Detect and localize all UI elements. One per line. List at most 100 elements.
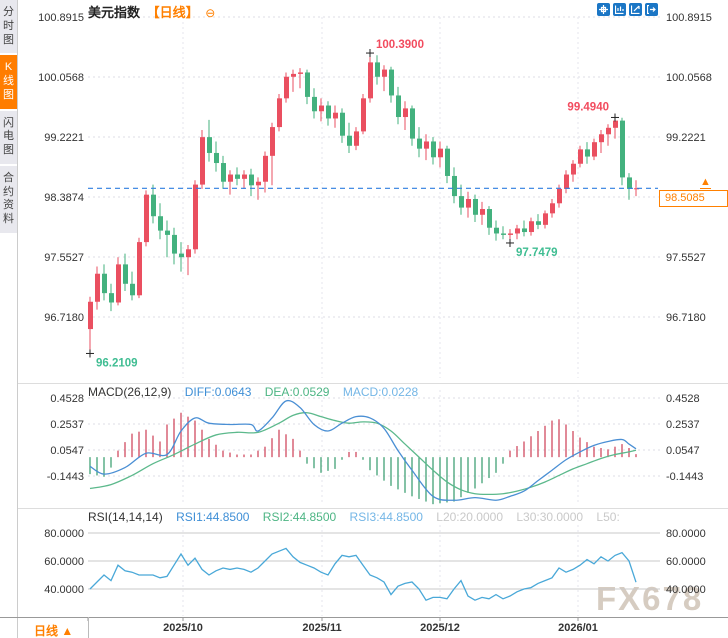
time-axis-label: 2025/12: [420, 622, 460, 634]
price-axis-label: 96.7180: [666, 312, 706, 324]
timebar-divider: [88, 617, 89, 638]
rsi-title: RSI(14,14,14): [88, 510, 163, 524]
candle: [151, 194, 156, 217]
candle: [144, 194, 149, 243]
candle: [389, 69, 394, 96]
circle-minus-icon[interactable]: ⊖: [205, 6, 216, 20]
candle: [627, 177, 632, 189]
candle: [606, 127, 611, 135]
macd-rsi-divider: [18, 508, 728, 509]
rsi3-value: RSI3:44.8500: [349, 510, 423, 524]
candle: [438, 148, 443, 158]
extreme-price-label: 100.3900: [376, 39, 424, 51]
macd-title: MACD(26,12,9): [88, 385, 172, 399]
candle: [95, 273, 100, 302]
candle: [102, 273, 107, 294]
candle: [410, 108, 415, 139]
rsi-l50-value: L50:: [596, 510, 620, 524]
candle: [403, 108, 408, 118]
extreme-price-label: 97.7479: [516, 247, 558, 259]
price-axis-label: 99.2221: [666, 132, 706, 144]
sidebar-item-kline-chart[interactable]: K线图: [0, 55, 17, 109]
candle: [620, 120, 625, 178]
candle: [494, 227, 499, 234]
macd-axis-label: -0.1443: [666, 471, 703, 483]
time-axis-line: [0, 617, 728, 618]
current-price-tag: 98.5085: [659, 190, 728, 207]
candle: [326, 105, 331, 119]
candle: [536, 221, 541, 225]
candle: [193, 184, 198, 250]
candle: [431, 141, 436, 158]
time-axis-label: 2025/11: [302, 622, 342, 634]
macd-axis-label: 0.2537: [666, 419, 700, 431]
macd-axis-label: 0.4528: [666, 393, 700, 405]
price-axis-label: 100.8915: [38, 12, 84, 24]
candle: [298, 72, 303, 74]
candle: [200, 137, 205, 185]
sidebar-item-time-chart[interactable]: 分时图: [0, 0, 17, 54]
candle: [417, 138, 422, 149]
candle: [424, 141, 429, 149]
crosshair-icon[interactable]: [597, 3, 610, 16]
candle: [179, 253, 184, 258]
price-axis-label: 100.8915: [666, 12, 712, 24]
candle: [256, 181, 261, 186]
sidebar-divider: [17, 0, 18, 638]
rsi-axis-label: 80.0000: [44, 528, 84, 540]
macd-header: MACD(26,12,9) DIFF:0.0643 DEA:0.0529 MAC…: [88, 385, 428, 399]
candle: [452, 175, 457, 197]
rsi-axis-label: 80.0000: [666, 528, 706, 540]
sidebar-item-contract-info[interactable]: 合约资料: [0, 165, 17, 233]
rsi-axis-label: 40.0000: [666, 584, 706, 596]
rsi-axis-label: 60.0000: [666, 556, 706, 568]
candle: [270, 127, 275, 156]
candle: [249, 174, 254, 186]
candle: [361, 98, 366, 132]
candle: [333, 112, 338, 119]
candle: [123, 264, 128, 284]
sidebar-item-lightning-chart[interactable]: 闪电图: [0, 110, 17, 164]
candle: [480, 209, 485, 215]
time-axis-label: 2026/01: [558, 622, 598, 634]
candle: [305, 72, 310, 97]
rsi-header: RSI(14,14,14) RSI1:44.8500 RSI2:44.8500 …: [88, 510, 630, 524]
chevron-up-icon: ▲: [61, 624, 74, 638]
candle: [291, 73, 296, 77]
pop-out-icon[interactable]: [645, 3, 658, 16]
candle: [172, 234, 177, 254]
candle: [564, 174, 569, 189]
axis-scale-icon[interactable]: [629, 3, 642, 16]
candle: [312, 96, 317, 112]
candle: [158, 216, 163, 231]
candle: [109, 293, 114, 303]
macd-axis-label: 0.0547: [50, 445, 84, 457]
current-price-value: 98.5085: [665, 192, 705, 204]
period-selector[interactable]: 日线 ▲: [34, 624, 74, 638]
candle: [634, 188, 639, 190]
candle: [354, 131, 359, 146]
candle: [235, 174, 240, 179]
candle: [207, 137, 212, 153]
candle: [382, 69, 387, 77]
candle: [116, 264, 121, 303]
price-axis-label: 98.3874: [44, 192, 84, 204]
candle: [165, 230, 170, 235]
candle: [592, 142, 597, 157]
candle: [585, 149, 590, 157]
candle: [529, 221, 534, 233]
candle: [445, 148, 450, 176]
macd-hist-value: MACD:0.0228: [342, 385, 419, 399]
candle: [599, 134, 604, 143]
candle: [277, 98, 282, 128]
chart-window-icon[interactable]: [613, 3, 626, 16]
candle: [578, 149, 583, 164]
candle: [137, 242, 142, 296]
candle: [473, 198, 478, 215]
rsi-axis-label: 40.0000: [44, 584, 84, 596]
watermark: FX678: [596, 580, 704, 617]
candle: [396, 95, 401, 118]
candle: [284, 76, 289, 99]
